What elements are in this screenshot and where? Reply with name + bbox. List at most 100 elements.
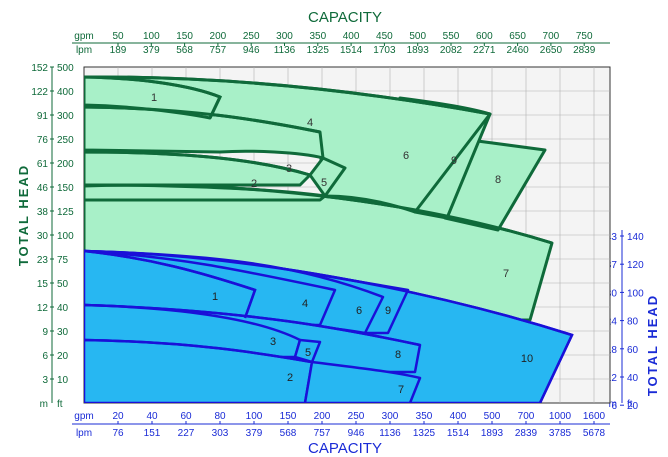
- blue-region-labels: 1 2 3 4 5 6 7 8 9 10: [212, 291, 533, 396]
- bottom-gpm-tick-label: 250: [348, 411, 365, 422]
- bottom-gpm-tick-label: 350: [416, 411, 433, 422]
- top-gpm-tick-label: 100: [143, 31, 160, 42]
- top-lpm-tick-label: 1893: [407, 45, 430, 56]
- bottom-lpm-tick-label: 757: [314, 428, 331, 439]
- bottom-gpm-tick-label: 1600: [583, 411, 606, 422]
- left-m-tick-label: 122: [31, 87, 48, 98]
- top-gpm-tick-label: 650: [509, 31, 526, 42]
- blue-label-10: 10: [521, 353, 533, 365]
- right-ft-tick-label: 100: [627, 288, 644, 299]
- bottom-lpm-tick-label: 2839: [515, 428, 538, 439]
- top-lpm-tick-label: 1514: [340, 45, 363, 56]
- bottom-gpm-ticks: 20 40 60 80 100 150 200 250 300 350 400 500 700 1000 1…: [112, 411, 606, 424]
- top-lpm-tick-label: 946: [243, 45, 260, 56]
- bottom-lpm-tick-label: 1325: [413, 428, 436, 439]
- top-gpm-tick-label: 550: [443, 31, 460, 42]
- blue-label-8: 8: [395, 349, 401, 361]
- blue-label-2: 2: [287, 372, 293, 384]
- left-ft-tick-label: 50: [57, 279, 69, 290]
- top-gpm-tick-label: 300: [276, 31, 293, 42]
- top-lpm-tick-label: 189: [110, 45, 127, 56]
- top-lpm-tick-label: 379: [143, 45, 160, 56]
- right-total-head-title: TOTAL HEAD: [645, 294, 660, 396]
- right-ft-tick-label: 20: [627, 401, 639, 412]
- left-ft-tick-label: 250: [57, 135, 74, 146]
- green-region-labels: 1 2 3 4 5 6 7 8 9: [151, 92, 509, 280]
- top-gpm-ticks: 50 100 150 200 250 300 350 400 450 500 550 600 650 70…: [112, 31, 593, 46]
- bottom-lpm-tick-label: 1136: [379, 428, 401, 439]
- blue-region-7: [303, 360, 422, 403]
- left-ft-tick-label: 10: [57, 375, 69, 386]
- bottom-gpm-tick-label: 150: [280, 411, 297, 422]
- top-lpm-tick-label: 568: [176, 45, 193, 56]
- left-m-tick-label: 12: [37, 303, 49, 314]
- green-label-6: 6: [403, 150, 409, 162]
- left-m-tick-label: 38: [37, 207, 49, 218]
- left-m-tick-label: 15: [37, 279, 49, 290]
- left-ft-tick-label: 150: [57, 183, 74, 194]
- right-m-tick-label: 6: [611, 401, 617, 412]
- blue-label-6: 6: [356, 305, 362, 317]
- left-ft-tick-label: 30: [57, 327, 69, 338]
- right-ft-tick-label: 60: [627, 345, 639, 356]
- left-m-tick-label: 91: [37, 111, 49, 122]
- left-m-tick-label: 30: [37, 231, 49, 242]
- right-ft-tick-label: 40: [627, 373, 639, 384]
- left-ft-tick-label: 300: [57, 111, 74, 122]
- left-m-unit: m: [40, 399, 48, 410]
- top-lpm-tick-label: 757: [210, 45, 227, 56]
- left-m-tick-label: 3: [42, 375, 48, 386]
- top-gpm-tick-label: 350: [309, 31, 326, 42]
- top-gpm-unit: gpm: [74, 31, 93, 42]
- top-gpm-tick-label: 750: [576, 31, 593, 42]
- left-m-tick-label: 9: [42, 327, 48, 338]
- top-gpm-tick-label: 400: [343, 31, 360, 42]
- bottom-gpm-unit: gpm: [74, 411, 93, 422]
- left-m-tick-label: 152: [31, 63, 48, 74]
- top-gpm-tick-label: 200: [210, 31, 227, 42]
- bottom-gpm-tick-label: 60: [180, 411, 192, 422]
- top-gpm-tick-label: 50: [112, 31, 124, 42]
- top-gpm-tick-label: 700: [543, 31, 560, 42]
- bottom-lpm-tick-label: 946: [348, 428, 365, 439]
- bottom-lpm-tick-label: 227: [178, 428, 195, 439]
- bottom-lpm-tick-label: 3785: [549, 428, 572, 439]
- bottom-gpm-tick-label: 100: [246, 411, 263, 422]
- right-m-tick-label: 43: [606, 232, 618, 243]
- left-axis-ticks: 152 500 122 400 91 300 76 250 61 200 46 150 38 125 30 1…: [31, 63, 74, 386]
- right-ft-tick-label: 120: [627, 260, 644, 271]
- blue-label-5: 5: [305, 347, 311, 359]
- left-m-tick-label: 23: [37, 255, 49, 266]
- green-label-2: 2: [251, 178, 257, 190]
- bottom-gpm-tick-label: 40: [146, 411, 158, 422]
- left-m-tick-label: 6: [42, 351, 48, 362]
- top-gpm-tick-label: 500: [409, 31, 426, 42]
- bottom-lpm-tick-label: 151: [144, 428, 161, 439]
- right-m-tick-label: 30: [606, 288, 618, 299]
- bottom-gpm-tick-label: 20: [112, 411, 124, 422]
- left-ft-tick-label: 125: [57, 207, 74, 218]
- bottom-gpm-tick-label: 300: [382, 411, 399, 422]
- green-label-1: 1: [151, 92, 157, 104]
- left-ft-tick-label: 75: [57, 255, 69, 266]
- left-ft-tick-label: 500: [57, 63, 74, 74]
- bottom-capacity-title: CAPACITY: [308, 440, 382, 457]
- top-gpm-tick-label: 450: [376, 31, 393, 42]
- left-ft-tick-label: 400: [57, 87, 74, 98]
- green-curve-lines: [84, 75, 553, 245]
- bottom-gpm-tick-label: 700: [518, 411, 535, 422]
- blue-label-1: 1: [212, 291, 218, 303]
- top-lpm-tick-label: 2271: [473, 45, 496, 56]
- left-ft-tick-label: 20: [57, 351, 69, 362]
- bottom-gpm-tick-label: 80: [214, 411, 226, 422]
- left-m-tick-label: 61: [37, 159, 49, 170]
- top-gpm-tick-label: 600: [476, 31, 493, 42]
- bottom-lpm-tick-label: 379: [246, 428, 263, 439]
- blue-curve-lines: [84, 249, 574, 403]
- green-label-3: 3: [286, 163, 292, 175]
- right-m-tick-label: 24: [606, 317, 618, 328]
- top-lpm-unit: lpm: [76, 45, 92, 56]
- top-lpm-tick-label: 2460: [506, 45, 529, 56]
- right-m-tick-label: 18: [606, 345, 618, 356]
- bottom-lpm-tick-label: 303: [212, 428, 229, 439]
